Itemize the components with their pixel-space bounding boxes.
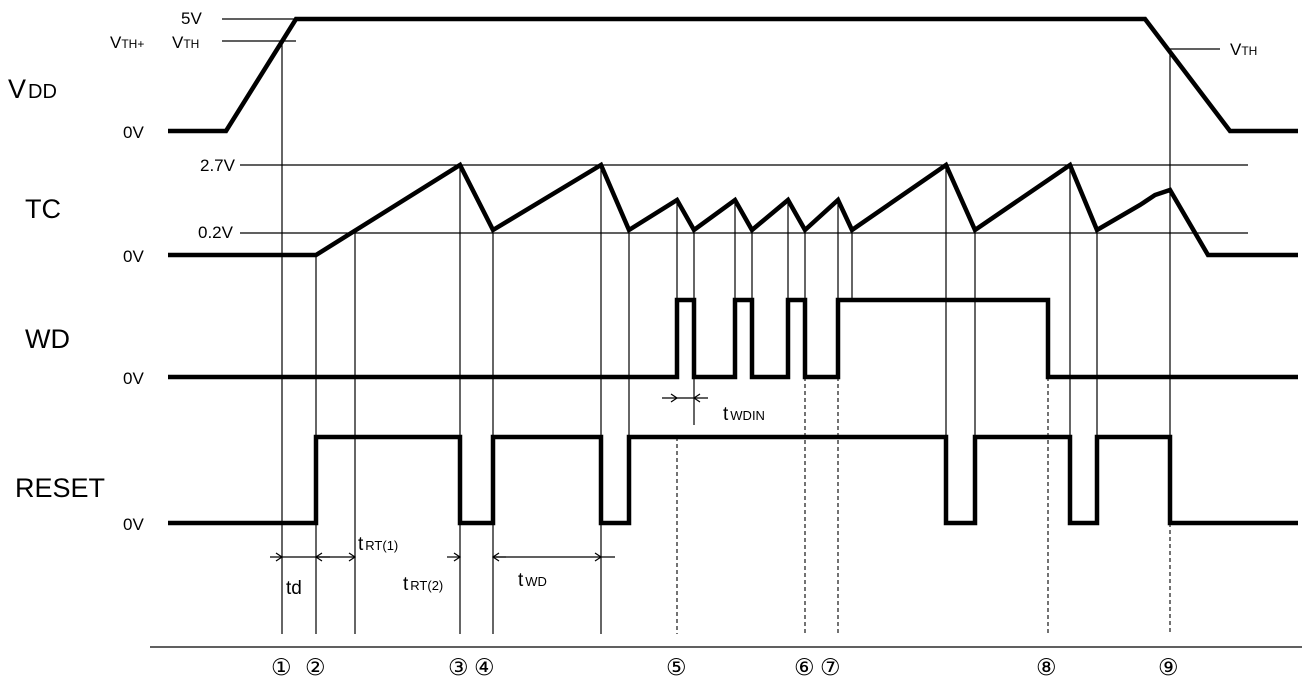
trt2-label: t RT(2) bbox=[403, 574, 443, 595]
vdd-5v-label: 5V bbox=[181, 9, 202, 28]
td-label: td bbox=[286, 578, 302, 599]
tc-upper-label: 2.7V bbox=[200, 156, 236, 175]
tc-0v-label: 0V bbox=[123, 247, 144, 266]
event-marker-6: ⑥ bbox=[794, 655, 815, 681]
event-lines bbox=[281, 41, 1171, 634]
vdd-signal-label: V DD bbox=[8, 74, 57, 104]
event-marker-9: ⑨ bbox=[1158, 655, 1179, 681]
vdd-vth-label: VTH bbox=[172, 33, 199, 52]
event-marker-4: ④ bbox=[474, 655, 495, 681]
event-marker-5: ⑤ bbox=[666, 655, 687, 681]
vdd-vth-plus-label: VTH+ bbox=[110, 33, 144, 52]
event-marker-8: ⑧ bbox=[1036, 655, 1057, 681]
event-marker-1: ① bbox=[271, 655, 292, 681]
reset-0v-label: 0V bbox=[123, 515, 144, 534]
reset-waveform bbox=[168, 434, 1298, 526]
twd-label: t WD bbox=[518, 570, 547, 591]
trt1-label: t RT(1) bbox=[358, 534, 398, 555]
event-marker-7: ⑦ bbox=[820, 655, 841, 681]
twdin-label: t WDIN bbox=[723, 404, 765, 425]
wd-signal-label: WD bbox=[25, 324, 70, 354]
event-marker-3: ③ bbox=[448, 655, 469, 681]
tc-waveform bbox=[168, 161, 1298, 258]
tc-signal-label: TC bbox=[25, 194, 61, 224]
timing-arrows bbox=[270, 393, 708, 562]
event-marker-2: ② bbox=[305, 655, 326, 681]
wd-0v-label: 0V bbox=[123, 369, 144, 388]
vdd-0v-label: 0V bbox=[123, 123, 144, 142]
reset-signal-label: RESET bbox=[15, 473, 105, 503]
twd-arrow bbox=[493, 552, 615, 562]
tc-lower-label: 0.2V bbox=[198, 223, 234, 242]
reference-lines bbox=[150, 18, 1302, 648]
trt1-arrow bbox=[316, 552, 357, 562]
vdd-vth-right-label: VTH bbox=[1230, 40, 1257, 59]
wd-waveform bbox=[168, 297, 1298, 380]
vdd-waveform bbox=[168, 16, 1298, 134]
twdin-arrow bbox=[662, 393, 708, 403]
